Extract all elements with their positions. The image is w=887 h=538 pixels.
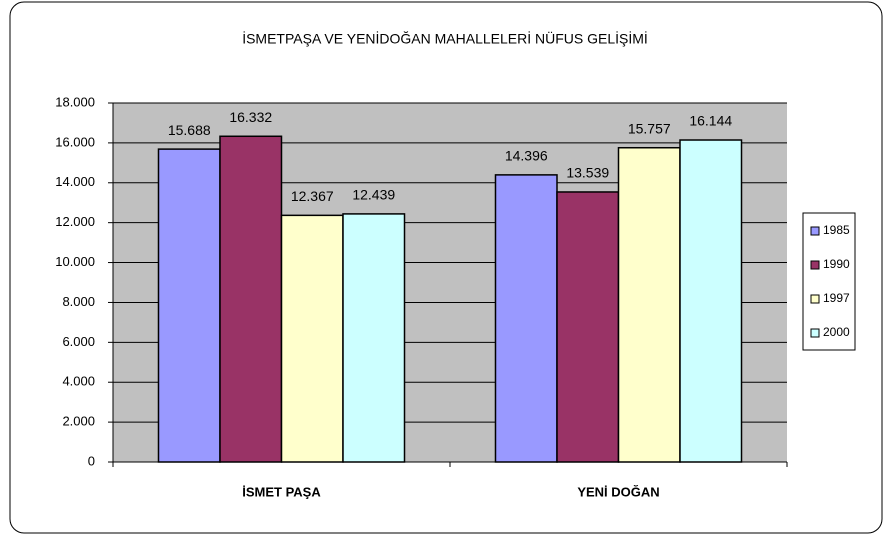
y-tick-label: 16.000 [55, 134, 95, 149]
data-label: 12.367 [291, 188, 334, 204]
legend-label: 1985 [823, 223, 850, 237]
y-tick-label: 8.000 [62, 294, 95, 309]
legend-swatch [810, 260, 820, 270]
bar [157, 148, 221, 463]
bar [219, 135, 283, 463]
data-label: 15.688 [168, 122, 211, 138]
data-label: 15.757 [628, 120, 671, 136]
bar [280, 214, 344, 463]
y-tick-label: 6.000 [62, 334, 95, 349]
y-tick-label: 0 [88, 453, 95, 468]
data-label: 14.396 [505, 148, 548, 164]
y-tick-label: 4.000 [62, 374, 95, 389]
x-tick-label: YENİ DOĞAN [577, 484, 659, 499]
legend-swatch [810, 328, 820, 338]
y-tick-label: 14.000 [55, 174, 95, 189]
y-tick-label: 18.000 [55, 94, 95, 109]
legend-label: 2000 [823, 325, 850, 339]
chart-title: İSMETPAŞA VE YENİDOĞAN MAHALLELERİ NÜFUS… [242, 30, 648, 47]
x-tick-label: İSMET PAŞA [242, 484, 321, 499]
legend-label: 1990 [823, 257, 850, 271]
y-tick-label: 10.000 [55, 254, 95, 269]
bar [617, 146, 681, 463]
bar [342, 213, 406, 463]
data-label: 12.439 [352, 187, 395, 203]
legend-box [802, 212, 856, 351]
data-label: 13.539 [566, 165, 609, 181]
legend-swatch [810, 294, 820, 304]
legend-label: 1997 [823, 291, 850, 305]
bar [494, 174, 558, 463]
data-label: 16.144 [689, 113, 732, 129]
bar [556, 191, 620, 463]
data-label: 16.332 [229, 109, 272, 125]
bar [679, 139, 743, 463]
legend-swatch [810, 226, 820, 236]
y-tick-label: 12.000 [55, 214, 95, 229]
y-tick-label: 2.000 [62, 414, 95, 429]
